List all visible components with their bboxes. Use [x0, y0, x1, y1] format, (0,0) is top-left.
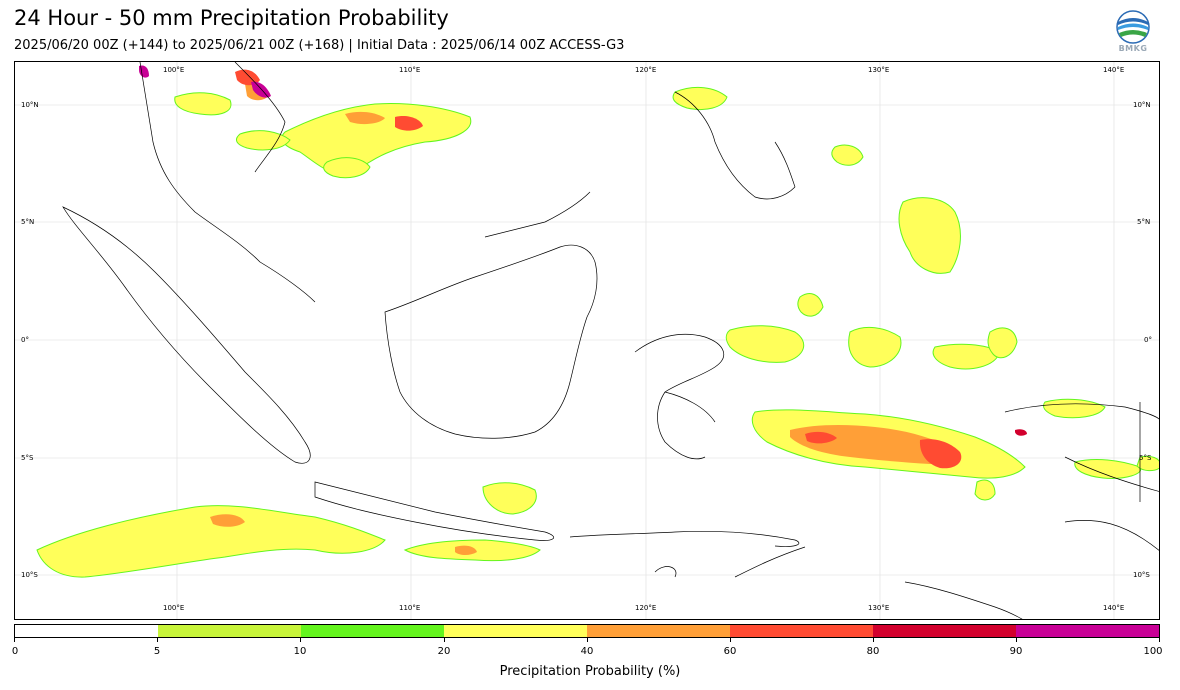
lon-label-top-130: 130°E	[868, 66, 890, 74]
lon-label-top-120: 120°E	[635, 66, 657, 74]
colorbar-tick-label-100: 100	[1143, 646, 1163, 657]
probability-20-40-areas	[36, 86, 1159, 578]
lat-label-right-10s: 10°S	[1133, 571, 1150, 579]
colorbar-tick-label-80: 80	[866, 646, 880, 657]
colorbar-segment-5-10	[158, 625, 301, 637]
lon-label-bottom-130: 130°E	[868, 604, 890, 612]
colorbar-tick-label-90: 90	[1009, 646, 1023, 657]
lon-label-bottom-100: 100°E	[163, 604, 185, 612]
lat-label-left-5s: 5°S	[21, 454, 34, 462]
colorbar-tick-label-5: 5	[153, 646, 161, 657]
lat-label-right-5s: 5°S	[1139, 454, 1152, 462]
colorbar-tick-label-10: 10	[293, 646, 307, 657]
logo-emblem-icon	[1116, 10, 1150, 44]
chart-title: 24 Hour - 50 mm Precipitation Probabilit…	[14, 6, 449, 30]
probability-60-80-areas	[235, 69, 962, 469]
colorbar-ticks: 0 5 10 20 40 60 80 90 100	[11, 638, 1163, 658]
lat-label-left-0: 0°	[21, 336, 29, 344]
colorbar-segment-80-90	[873, 625, 1016, 637]
lat-label-right-10n: 10°N	[1133, 101, 1151, 109]
colorbar-tick-label-40: 40	[580, 646, 594, 657]
bmkg-logo: BMKG	[1114, 10, 1152, 56]
lat-label-right-5n: 5°N	[1137, 218, 1151, 226]
chart-subtitle: 2025/06/20 00Z (+144) to 2025/06/21 00Z …	[14, 38, 625, 53]
lat-label-left-10n: 10°N	[21, 101, 39, 109]
colorbar	[14, 624, 1160, 638]
lon-label-bottom-140: 140°E	[1103, 604, 1125, 612]
colorbar-title: Precipitation Probability (%)	[499, 664, 681, 679]
graticule	[15, 62, 1159, 619]
colorbar-segment-20-40	[444, 625, 587, 637]
lon-label-top-110: 110°E	[399, 66, 421, 74]
probability-80-100-areas	[139, 65, 1027, 436]
logo-text: BMKG	[1118, 44, 1148, 53]
colorbar-tick-label-60: 60	[723, 646, 737, 657]
lon-label-top-140: 140°E	[1103, 66, 1125, 74]
lon-label-bottom-110: 110°E	[399, 604, 421, 612]
colorbar-segment-0-5	[15, 625, 158, 637]
colorbar-segment-10-20	[301, 625, 444, 637]
lat-label-left-10s: 10°S	[21, 571, 38, 579]
lat-label-right-0: 0°	[1144, 336, 1152, 344]
colorbar-segment-90-100	[1016, 625, 1159, 637]
map-panel: 100°E 110°E 120°E 130°E 140°E 100°E 110°…	[14, 61, 1160, 620]
colorbar-tick-label-0: 0	[11, 646, 19, 657]
map-svg	[15, 62, 1159, 619]
coastlines	[62, 62, 1159, 619]
colorbar-segment-40-60	[587, 625, 730, 637]
colorbar-tick-label-20: 20	[437, 646, 451, 657]
lon-label-top-100: 100°E	[163, 66, 185, 74]
lon-label-bottom-120: 120°E	[635, 604, 657, 612]
colorbar-segment-60-80	[730, 625, 873, 637]
lat-label-left-5n: 5°N	[21, 218, 35, 226]
